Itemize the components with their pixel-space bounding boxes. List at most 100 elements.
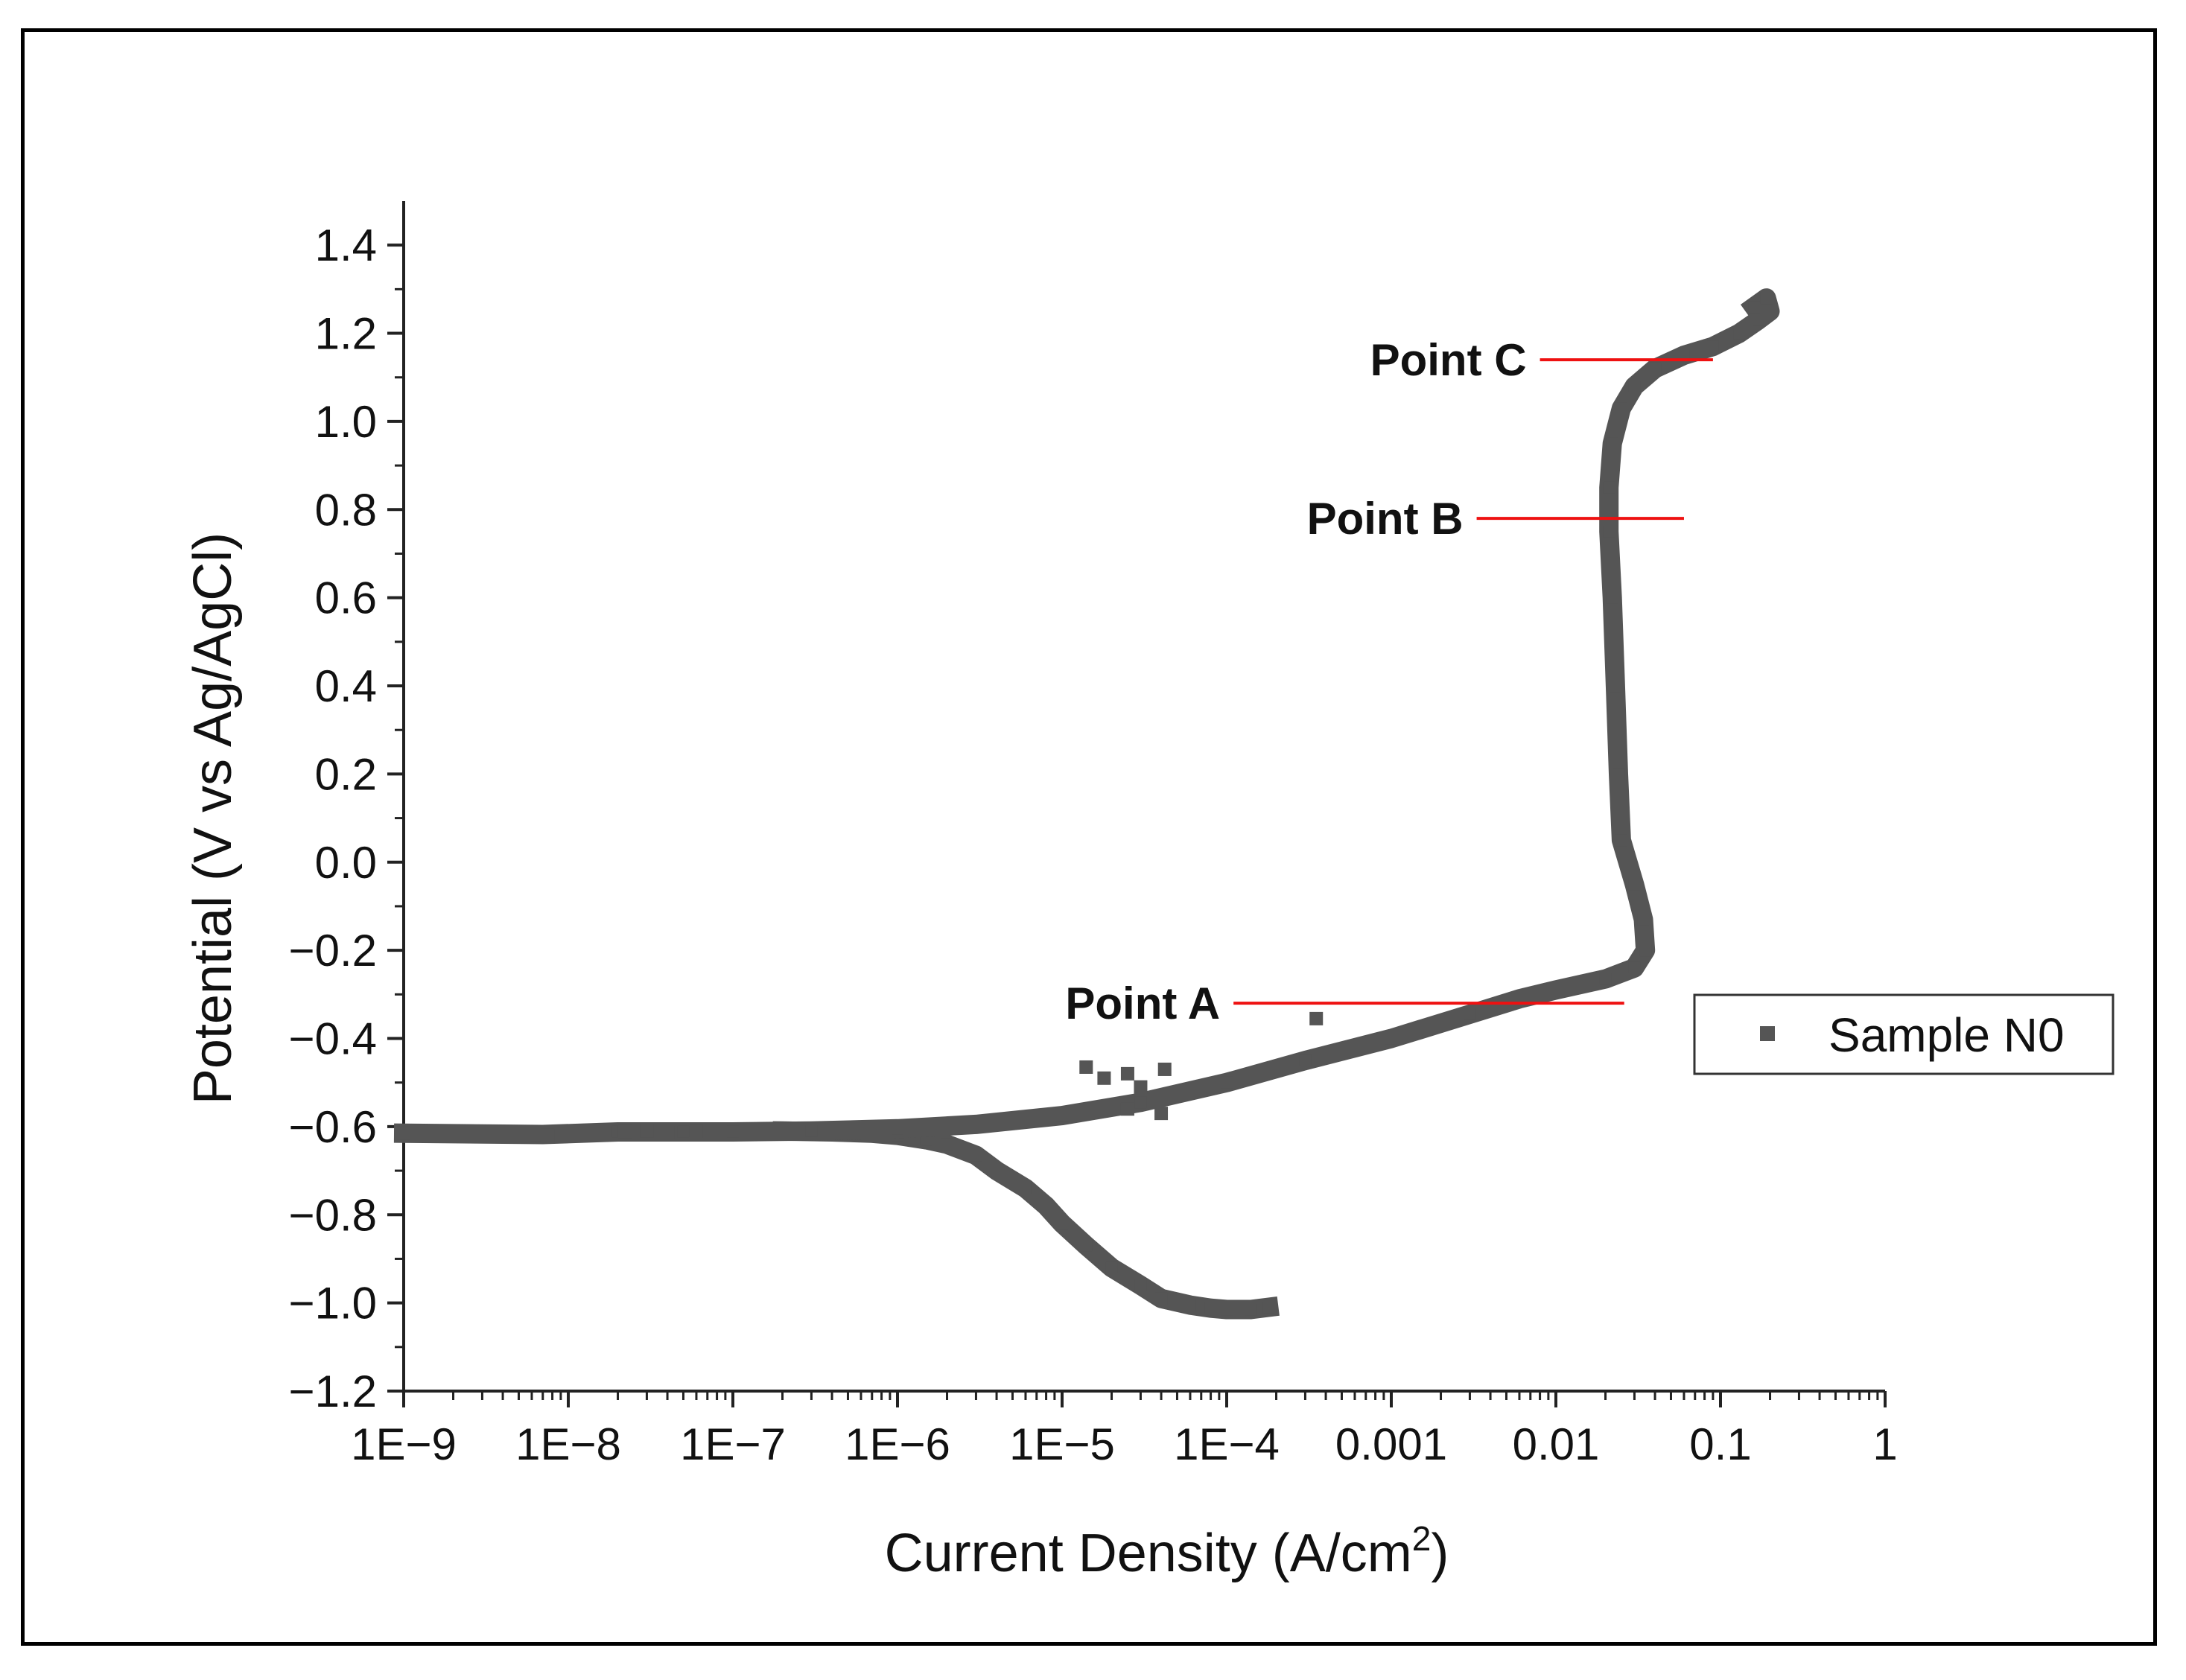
cathodic-branch-point <box>941 1138 953 1151</box>
data-point <box>1097 1071 1111 1085</box>
anodic-branch-point <box>892 1122 903 1135</box>
legend: Sample N0 <box>1693 993 2114 1075</box>
cathodic-branch-point <box>1019 1182 1032 1194</box>
data-point <box>640 1124 654 1138</box>
anodic-branch-point <box>1628 878 1641 891</box>
cathodic-branch-point <box>1105 1261 1118 1274</box>
anodic-branch-point <box>1134 1096 1147 1109</box>
x-tick-label: 0.001 <box>1335 1419 1447 1469</box>
anodic-branch-point <box>1221 1076 1233 1089</box>
anodic-branch-point <box>727 1125 739 1138</box>
data-point <box>1120 1066 1134 1081</box>
cathodic-branch-point <box>1040 1200 1052 1212</box>
anodic-branch-point <box>1706 340 1719 353</box>
y-tick-label: 0.2 <box>315 749 377 799</box>
cathodic-branch <box>772 1121 1280 1320</box>
annotations: Point A Point B Point C <box>1065 335 1713 1028</box>
anodic-branch-point <box>970 1118 982 1130</box>
anodic-branch-point <box>1464 1008 1476 1020</box>
data-point <box>1309 1011 1324 1025</box>
cathodic-branch-point <box>1056 1218 1068 1230</box>
x-tick-label: 1E−9 <box>351 1419 457 1469</box>
y-tick-label: 1.0 <box>315 397 377 447</box>
y-tick-label: 0.6 <box>315 573 377 623</box>
x-tick-label: 1 <box>1872 1419 1897 1469</box>
anodic-branch-point <box>1752 314 1764 326</box>
y-tick-label: 1.4 <box>315 220 377 270</box>
x-tick-label: 0.01 <box>1513 1419 1600 1469</box>
y-tick-label: 0.8 <box>315 485 377 535</box>
x-tick-label: 1E−6 <box>845 1419 950 1469</box>
anodic-branch-point <box>1606 437 1618 450</box>
y-tick-label: 0.4 <box>315 661 377 711</box>
y-tick-label: −0.6 <box>289 1102 377 1152</box>
data-point <box>397 1126 410 1140</box>
anodic-branch-point <box>1649 362 1662 375</box>
legend-marker-sample-n0 <box>1760 1026 1775 1041</box>
data-point <box>541 1128 555 1142</box>
anodic-branch-point <box>1603 525 1615 538</box>
x-tick-label: 1E−5 <box>1009 1419 1115 1469</box>
legend-label-sample-n0: Sample N0 <box>1828 1008 2065 1062</box>
y-axis-ticks: −1.2 −1.0 −0.8 −0.6 −0.4 −0.2 0.0 0.2 0.4 0.6 0.8 1… <box>289 220 404 1416</box>
anodic-branch-point <box>1628 380 1641 392</box>
anodic-branch-point <box>1628 961 1641 974</box>
cathodic-branch-point <box>991 1165 1003 1177</box>
x-tick-label: 1E−7 <box>680 1419 786 1469</box>
data-point <box>1079 1060 1093 1074</box>
anodic-branch-point <box>1056 1110 1068 1122</box>
anodic-branch-point <box>1603 481 1615 494</box>
data-point <box>617 1124 632 1139</box>
x-tick-label: 0.1 <box>1689 1419 1751 1469</box>
anodic-branch-point <box>1615 402 1627 415</box>
x-tick-label: 1E−4 <box>1174 1419 1280 1469</box>
anodic-branch-point <box>677 1125 690 1138</box>
anodic-branch-point <box>1760 292 1773 305</box>
anodic-branch-point <box>1748 301 1761 314</box>
anodic-branch-point <box>1606 591 1618 604</box>
anodic-branch-point <box>1613 768 1625 780</box>
y-tick-label: −0.2 <box>289 926 377 976</box>
cathodic-branch-point <box>970 1149 982 1162</box>
y-tick-label: −0.4 <box>289 1014 377 1064</box>
anodic-branch-point <box>1385 1032 1397 1045</box>
data-point <box>1134 1080 1148 1094</box>
x-tick-label: 1E−8 <box>515 1419 621 1469</box>
data-point <box>1157 1062 1172 1076</box>
x-axis-ticks: 1E−9 1E−8 1E−7 1E−6 1E−5 1E−4 0.001 0.01 0.1 1 <box>351 1391 1898 1469</box>
cathodic-branch-point <box>1204 1302 1217 1314</box>
annotation-label: Point A <box>1065 979 1220 1028</box>
y-tick-label: 0.0 <box>315 838 377 888</box>
x-axis-title: Current Density (A/cm2) <box>885 1519 1449 1583</box>
cathodic-branch-point <box>1221 1303 1233 1316</box>
cathodic-branch-point <box>1155 1292 1168 1305</box>
data-point <box>661 1125 675 1139</box>
axes <box>402 201 1885 1393</box>
annotation-label: Point C <box>1370 335 1527 385</box>
cathodic-branch-point <box>1134 1279 1147 1291</box>
y-tick-label: 1.2 <box>315 309 377 359</box>
anodic-branch-point <box>1615 834 1627 847</box>
cathodic-branch-point <box>1183 1299 1196 1311</box>
anodic-branch-point <box>1609 680 1621 693</box>
cathodic-branch-point <box>1245 1303 1257 1316</box>
y-tick-label: −1.2 <box>289 1366 377 1416</box>
anodic-branch-point <box>1550 984 1562 996</box>
annotation-label: Point B <box>1307 494 1464 544</box>
cathodic-branch-point <box>1262 1301 1275 1314</box>
anodic-branch-point <box>1599 973 1612 985</box>
y-axis-title: Potential (V vs Ag/AgCl) <box>183 532 243 1104</box>
anodic-branch-point <box>1637 913 1650 926</box>
y-tick-label: −0.8 <box>289 1190 377 1240</box>
y-tick-label: −1.0 <box>289 1279 377 1329</box>
data-point <box>689 1124 703 1139</box>
data-point <box>1120 1102 1134 1116</box>
data-point <box>1154 1107 1169 1121</box>
anodic-branch-point <box>805 1124 818 1137</box>
series-sample-n0 <box>393 288 1780 1320</box>
anodic-branch-point <box>1639 944 1652 957</box>
anodic-branch-point <box>1299 1054 1312 1067</box>
cathodic-branch-point <box>1080 1239 1093 1252</box>
figure-frame <box>21 28 2157 1646</box>
